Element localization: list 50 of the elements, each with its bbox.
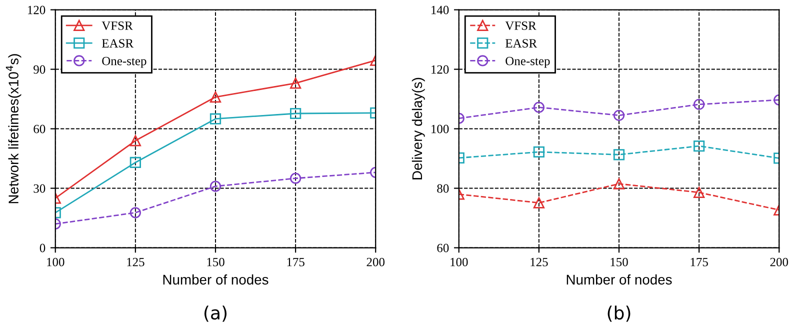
point <box>613 149 625 160</box>
x-tick-label: 200 <box>366 258 385 266</box>
x-tick-label: 125 <box>127 258 144 266</box>
y-tick-label: 120 <box>432 65 449 74</box>
legend-label: EASR <box>505 39 538 48</box>
point <box>210 180 222 192</box>
y-tick-label: 60 <box>437 244 449 252</box>
text: (a) <box>204 306 227 322</box>
legend-label: One-step <box>506 56 550 68</box>
x-tick-label: 125 <box>530 258 548 266</box>
y-tick-label: 100 <box>432 124 449 134</box>
point <box>694 186 705 198</box>
x-tick-label: 175 <box>690 258 708 266</box>
y-tick-label: 140 <box>432 6 449 14</box>
legend-label: EASR <box>102 39 134 48</box>
x-tick-label: 175 <box>287 258 304 266</box>
point <box>533 102 545 113</box>
y-axis-title: Delivery delay(s) <box>412 78 425 180</box>
y-tick-label: 80 <box>437 184 449 193</box>
y-tick-label: 30 <box>34 184 46 193</box>
x-tick-label: 150 <box>610 258 628 266</box>
point <box>290 172 302 184</box>
legend-label: VFSR <box>102 22 133 30</box>
point <box>130 156 141 168</box>
legend-label: VFSR <box>505 22 536 30</box>
text: (b) <box>608 306 630 322</box>
x-tick-label: 100 <box>450 258 468 266</box>
point <box>130 135 141 146</box>
y-tick-label: 60 <box>34 124 46 134</box>
point <box>613 178 625 190</box>
x-tick-label: 200 <box>770 258 788 266</box>
x-tick-label: 100 <box>47 258 64 266</box>
legend-label: One-step <box>102 56 146 68</box>
point <box>290 78 302 89</box>
y-tick-label: 120 <box>28 6 46 14</box>
point <box>613 110 625 121</box>
point <box>290 108 302 120</box>
point <box>694 140 705 152</box>
point <box>130 207 141 218</box>
x-axis-title: Number of nodes <box>566 274 672 285</box>
point <box>533 197 545 208</box>
y-tick-label: 0 <box>40 244 46 252</box>
point <box>533 146 545 158</box>
x-axis-title: Number of nodes <box>163 274 268 285</box>
y-tick-label: 90 <box>34 65 46 74</box>
point <box>210 91 222 103</box>
point <box>210 113 222 124</box>
point <box>694 98 705 110</box>
y-axis-title: Network lifetimes(x10$^{4}$s) <box>6 54 22 204</box>
x-tick-label: 150 <box>207 258 224 266</box>
